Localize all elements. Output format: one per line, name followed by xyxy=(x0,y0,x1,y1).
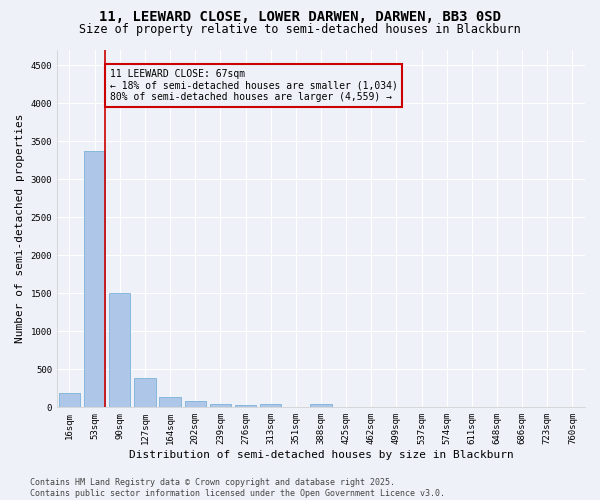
Bar xyxy=(109,294,130,408)
Text: 11 LEEWARD CLOSE: 67sqm
← 18% of semi-detached houses are smaller (1,034)
80% of: 11 LEEWARD CLOSE: 67sqm ← 18% of semi-de… xyxy=(110,69,398,102)
Bar xyxy=(134,378,155,408)
Y-axis label: Number of semi-detached properties: Number of semi-detached properties xyxy=(15,114,25,344)
Bar xyxy=(310,404,332,407)
Bar xyxy=(59,394,80,407)
Text: 11, LEEWARD CLOSE, LOWER DARWEN, DARWEN, BB3 0SD: 11, LEEWARD CLOSE, LOWER DARWEN, DARWEN,… xyxy=(99,10,501,24)
Bar xyxy=(209,404,231,407)
Text: Size of property relative to semi-detached houses in Blackburn: Size of property relative to semi-detach… xyxy=(79,22,521,36)
Bar xyxy=(235,404,256,407)
Bar xyxy=(160,398,181,407)
Bar xyxy=(185,402,206,407)
Bar xyxy=(260,404,281,407)
X-axis label: Distribution of semi-detached houses by size in Blackburn: Distribution of semi-detached houses by … xyxy=(128,450,514,460)
Bar xyxy=(84,151,106,407)
Text: Contains HM Land Registry data © Crown copyright and database right 2025.
Contai: Contains HM Land Registry data © Crown c… xyxy=(30,478,445,498)
